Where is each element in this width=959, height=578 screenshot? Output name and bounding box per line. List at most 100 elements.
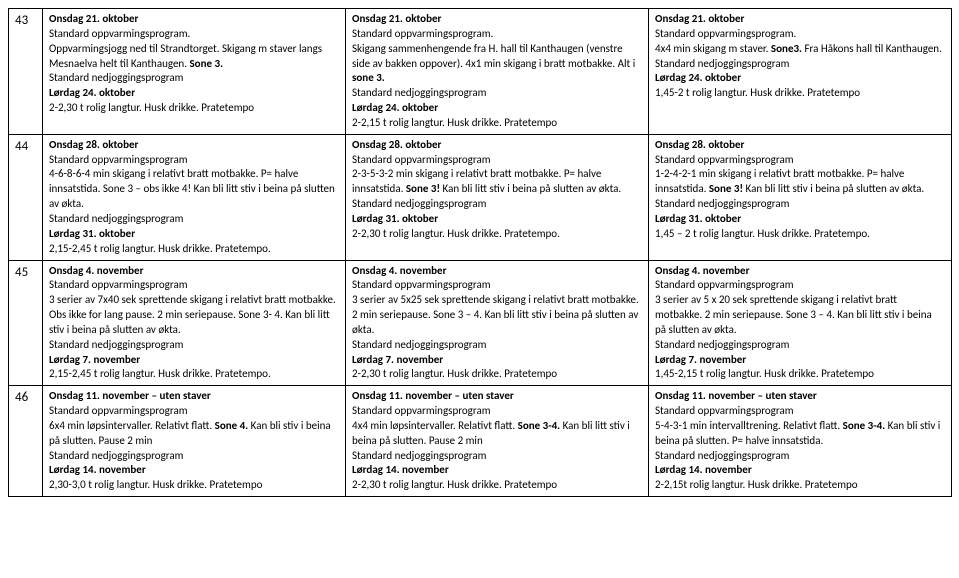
week-number: 45 <box>9 260 43 386</box>
session-body: Skigang sammenhengende fra H. hall til K… <box>352 42 642 87</box>
plan-cell: Onsdag 21. oktoberStandard oppvarmingspr… <box>346 9 649 135</box>
saturday-heading: Lørdag 7. november <box>352 353 642 368</box>
session-body: 2-3-5-3-2 min skigang i relativt bratt m… <box>352 167 642 197</box>
plan-cell: Onsdag 4. novemberStandard oppvarmingspr… <box>43 260 346 386</box>
zone: sone 3. <box>352 71 385 84</box>
week-number: 46 <box>9 386 43 497</box>
zone: Sone 3. <box>189 57 223 70</box>
session-body: 5-4-3-1 min intervalltrening. Relativt f… <box>655 419 945 449</box>
cooldown-line: Standard nedjoggingsprogram <box>49 449 339 464</box>
cooldown-line: Standard nedjoggingsprogram <box>49 71 339 86</box>
table-row: 46Onsdag 11. november – uten staverStand… <box>9 386 952 497</box>
plan-cell: Onsdag 28. oktoberStandard oppvarmingspr… <box>43 134 346 260</box>
zone: Sone 3-4. <box>843 419 886 432</box>
saturday-body: 1,45-2,15 t rolig langtur. Husk drikke. … <box>655 367 945 382</box>
cooldown-line: Standard nedjoggingsprogram <box>352 197 642 212</box>
session-body: 3 serier av 5x25 sek sprettende skigang … <box>352 293 642 338</box>
session-body: Oppvarmingsjogg ned til Strandtorget. Sk… <box>49 42 339 72</box>
warmup-line: Standard oppvarmingsprogram <box>655 153 945 168</box>
cooldown-line: Standard nedjoggingsprogram <box>49 338 339 353</box>
zone: Sone 3! <box>709 182 743 195</box>
plan-cell: Onsdag 11. november – uten staverStandar… <box>649 386 952 497</box>
saturday-heading: Lørdag 31. oktober <box>49 227 339 242</box>
cooldown-line: Standard nedjoggingsprogram <box>655 449 945 464</box>
zone: Sone 4. <box>215 419 249 432</box>
zone: Sone 3! <box>406 182 440 195</box>
saturday-body: 2-2,30 t rolig langtur. Husk drikke. Pra… <box>352 478 642 493</box>
table-row: 45Onsdag 4. novemberStandard oppvarmings… <box>9 260 952 386</box>
saturday-body: 2-2,30 t rolig langtur. Husk drikke. Pra… <box>352 367 642 382</box>
plan-cell: Onsdag 4. novemberStandard oppvarmingspr… <box>649 260 952 386</box>
day-heading: Onsdag 11. november – uten staver <box>655 389 945 404</box>
day-heading: Onsdag 28. oktober <box>655 138 945 153</box>
saturday-body: 2-2,15t rolig langtur. Husk drikke. Prat… <box>655 478 945 493</box>
saturday-heading: Lørdag 14. november <box>49 463 339 478</box>
saturday-heading: Lørdag 7. november <box>49 353 339 368</box>
plan-cell: Onsdag 21. oktoberStandard oppvarmingspr… <box>43 9 346 135</box>
day-heading: Onsdag 4. november <box>655 264 945 279</box>
session-body: 4x4 min skigang m staver. Sone3. Fra Håk… <box>655 42 945 57</box>
day-heading: Onsdag 11. november – uten staver <box>352 389 642 404</box>
zone: Sone 3-4. <box>518 419 561 432</box>
day-heading: Onsdag 11. november – uten staver <box>49 389 339 404</box>
saturday-body: 1,45 – 2 t rolig langtur. Husk drikke. P… <box>655 227 945 242</box>
warmup-line: Standard oppvarmingsprogram. <box>655 27 945 42</box>
cooldown-line: Standard nedjoggingsprogram <box>655 338 945 353</box>
session-body: 4-6-8-6-4 min skigang i relativt bratt m… <box>49 167 339 212</box>
day-heading: Onsdag 4. november <box>49 264 339 279</box>
saturday-body: 2,30-3,0 t rolig langtur. Husk drikke. P… <box>49 478 339 493</box>
warmup-line: Standard oppvarmingsprogram <box>49 278 339 293</box>
saturday-heading: Lørdag 31. oktober <box>352 212 642 227</box>
warmup-line: Standard oppvarmingsprogram. <box>352 27 642 42</box>
plan-cell: Onsdag 28. oktoberStandard oppvarmingspr… <box>346 134 649 260</box>
saturday-heading: Lørdag 14. november <box>352 463 642 478</box>
day-heading: Onsdag 21. oktober <box>352 12 642 27</box>
day-heading: Onsdag 4. november <box>352 264 642 279</box>
plan-cell: Onsdag 11. november – uten staverStandar… <box>43 386 346 497</box>
plan-cell: Onsdag 4. novemberStandard oppvarmingspr… <box>346 260 649 386</box>
warmup-line: Standard oppvarmingsprogram <box>352 278 642 293</box>
zone: Sone3. <box>771 42 802 55</box>
cooldown-line: Standard nedjoggingsprogram <box>352 449 642 464</box>
saturday-heading: Lørdag 7. november <box>655 353 945 368</box>
day-heading: Onsdag 28. oktober <box>49 138 339 153</box>
saturday-heading: Lørdag 14. november <box>655 463 945 478</box>
cooldown-line: Standard nedjoggingsprogram <box>352 86 642 101</box>
saturday-body: 2,15-2,45 t rolig langtur. Husk drikke. … <box>49 367 339 382</box>
warmup-line: Standard oppvarmingsprogram <box>655 404 945 419</box>
cooldown-line: Standard nedjoggingsprogram <box>655 57 945 72</box>
session-body: 4x4 min løpsintervaller. Relativt flatt.… <box>352 419 642 449</box>
day-heading: Onsdag 21. oktober <box>49 12 339 27</box>
plan-cell: Onsdag 11. november – uten staverStandar… <box>346 386 649 497</box>
saturday-body: 1,45-2 t rolig langtur. Husk drikke. Pra… <box>655 86 945 101</box>
day-heading: Onsdag 28. oktober <box>352 138 642 153</box>
table-row: 43Onsdag 21. oktoberStandard oppvarmings… <box>9 9 952 135</box>
saturday-body: 2-2,30 t rolig langtur. Husk drikke. Pra… <box>352 227 642 242</box>
plan-cell: Onsdag 21. oktoberStandard oppvarmingspr… <box>649 9 952 135</box>
session-body: 1-2-4-2-1 min skigang i relativt bratt m… <box>655 167 945 197</box>
saturday-heading: Lørdag 31. oktober <box>655 212 945 227</box>
cooldown-line: Standard nedjoggingsprogram <box>49 212 339 227</box>
saturday-heading: Lørdag 24. oktober <box>352 101 642 116</box>
warmup-line: Standard oppvarmingsprogram. <box>49 27 339 42</box>
session-body: 3 serier av 7x40 sek sprettende skigang … <box>49 293 339 338</box>
day-heading: Onsdag 21. oktober <box>655 12 945 27</box>
plan-cell: Onsdag 28. oktoberStandard oppvarmingspr… <box>649 134 952 260</box>
warmup-line: Standard oppvarmingsprogram <box>49 404 339 419</box>
saturday-body: 2-2,15 t rolig langtur. Husk drikke. Pra… <box>352 116 642 131</box>
warmup-line: Standard oppvarmingsprogram <box>655 278 945 293</box>
week-number: 44 <box>9 134 43 260</box>
week-number: 43 <box>9 9 43 135</box>
cooldown-line: Standard nedjoggingsprogram <box>352 338 642 353</box>
saturday-heading: Lørdag 24. oktober <box>655 71 945 86</box>
training-plan-table: 43Onsdag 21. oktoberStandard oppvarmings… <box>8 8 952 497</box>
warmup-line: Standard oppvarmingsprogram <box>49 153 339 168</box>
warmup-line: Standard oppvarmingsprogram <box>352 404 642 419</box>
session-body: 6x4 min løpsintervaller. Relativt flatt.… <box>49 419 339 449</box>
cooldown-line: Standard nedjoggingsprogram <box>655 197 945 212</box>
session-body: 3 serier av 5 x 20 sek sprettende skigan… <box>655 293 945 338</box>
saturday-body: 2-2,30 t rolig langtur. Husk drikke. Pra… <box>49 101 339 116</box>
warmup-line: Standard oppvarmingsprogram <box>352 153 642 168</box>
table-row: 44Onsdag 28. oktoberStandard oppvarmings… <box>9 134 952 260</box>
saturday-heading: Lørdag 24. oktober <box>49 86 339 101</box>
